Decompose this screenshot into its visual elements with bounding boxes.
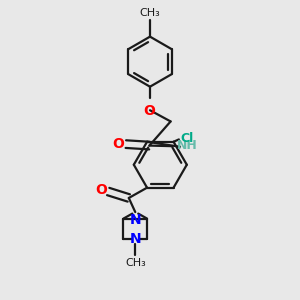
Text: N: N	[130, 213, 142, 227]
Text: N: N	[130, 232, 141, 246]
Text: CH₃: CH₃	[125, 258, 146, 268]
Text: O: O	[95, 183, 107, 197]
Text: Cl: Cl	[180, 132, 193, 145]
Text: NH: NH	[176, 139, 197, 152]
Text: CH₃: CH₃	[140, 8, 160, 18]
Text: O: O	[143, 104, 155, 118]
Text: O: O	[112, 137, 124, 151]
